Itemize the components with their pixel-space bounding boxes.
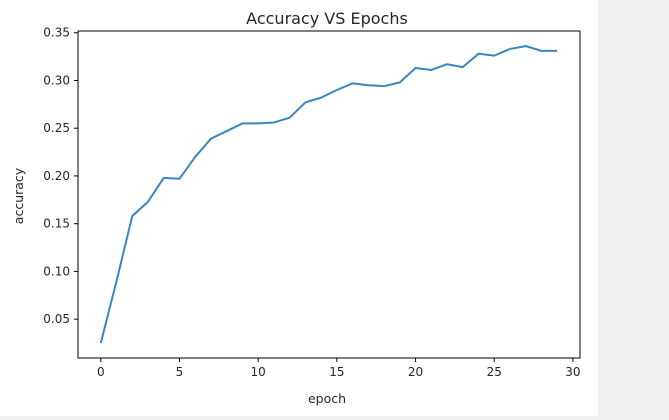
accuracy-line-chart: Accuracy VS Epochs 0 5 10 15 20 25 300.050.100…: [11, 9, 581, 406]
x-tick-label: 10: [251, 365, 266, 379]
x-tick-label: 20: [408, 365, 423, 379]
y-tick-label: 0.15: [43, 217, 70, 231]
series-line-0: [99, 45, 558, 344]
figure-panel: Accuracy VS Epochs 0 5 10 15 20 25 30 0.05 0.10 0…: [0, 0, 598, 416]
y-tick-label: 0.30: [43, 73, 70, 87]
y-tick-label: 0.10: [43, 264, 70, 278]
x-tick-label: 25: [487, 365, 502, 379]
axes-frame: [77, 30, 581, 359]
y-tick-label: 0.20: [43, 169, 70, 183]
x-tick-label: 5: [176, 365, 184, 379]
x-axis-label: epoch: [308, 391, 346, 406]
plot-area: 0 5 10 15 20 25 30 0.05 0.10 0.15 0.20 0.25 0.30 0.35: [43, 26, 580, 379]
x-tick-label: 0: [97, 365, 105, 379]
x-tick-label: 30: [565, 365, 580, 379]
y-tick-label: 0.35: [43, 26, 70, 40]
y-tick-label: 0.25: [43, 121, 70, 135]
x-tick-label: 15: [329, 365, 344, 379]
chart-title: Accuracy VS Epochs: [246, 9, 408, 28]
y-axis-label: accuracy: [11, 167, 26, 224]
y-tick-label: 0.05: [43, 312, 70, 326]
